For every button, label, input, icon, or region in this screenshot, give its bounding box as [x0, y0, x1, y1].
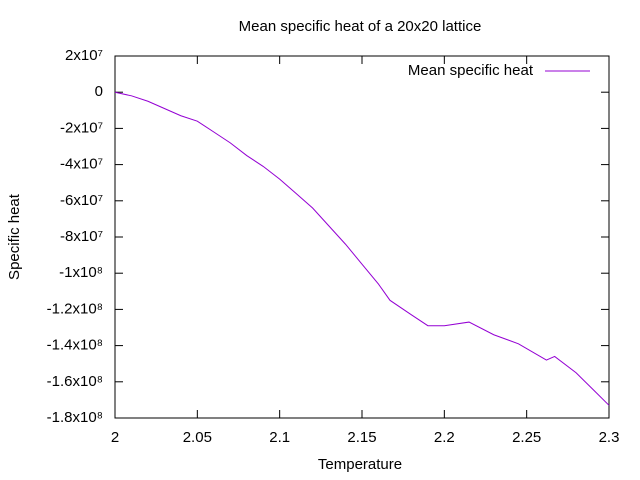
x-tick-label: 2.15: [347, 429, 376, 446]
y-tick-label: -4x10⁷: [60, 156, 103, 173]
x-tick-label: 2.25: [512, 429, 541, 446]
x-tick-label: 2.1: [269, 429, 290, 446]
chart-title: Mean specific heat of a 20x20 lattice: [239, 18, 482, 35]
y-tick-label: -1.8x10⁸: [47, 409, 103, 426]
y-tick-label: -1.6x10⁸: [47, 373, 103, 390]
x-tick-label: 2.2: [434, 429, 455, 446]
y-tick-label: -6x10⁷: [60, 192, 103, 209]
y-tick-label: -1.4x10⁸: [47, 337, 103, 354]
y-tick-label: -8x10⁷: [60, 228, 103, 245]
y-tick-label: 2x10⁷: [65, 47, 103, 64]
y-axis-label: Specific heat: [6, 193, 23, 280]
y-tick-label: -2x10⁷: [60, 119, 103, 136]
x-tick-label: 2.3: [599, 429, 620, 446]
y-tick-label: -1.2x10⁸: [47, 300, 103, 317]
legend-label: Mean specific heat: [408, 62, 534, 79]
y-tick-label: 0: [95, 83, 103, 100]
data-line: [114, 91, 610, 406]
x-tick-label: 2.05: [183, 429, 212, 446]
y-tick-label: -1x10⁸: [59, 264, 103, 281]
x-tick-label: 2: [111, 429, 119, 446]
x-axis-label: Temperature: [318, 456, 402, 473]
